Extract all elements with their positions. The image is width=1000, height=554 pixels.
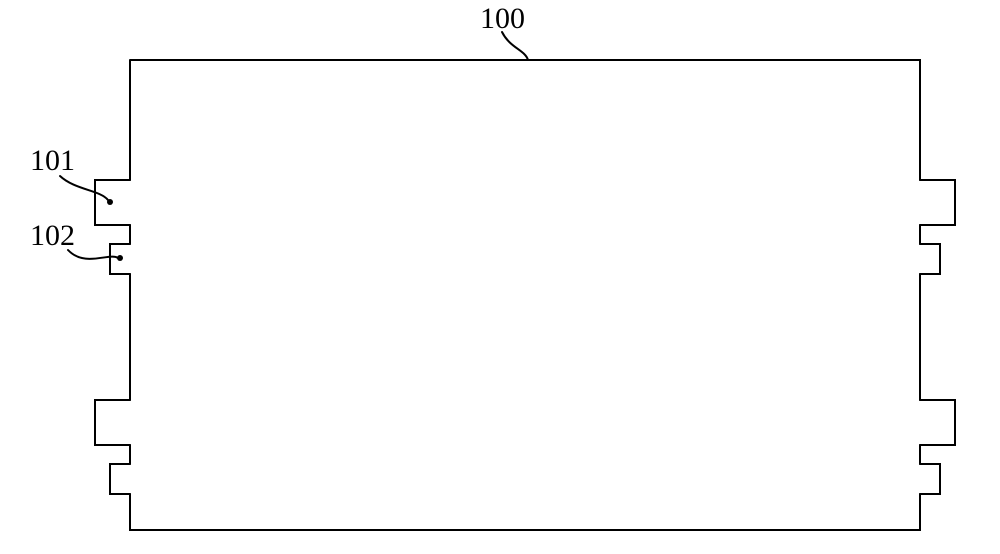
label-101-dot [107,199,113,205]
label-102-text: 102 [30,219,75,252]
diagram-canvas: 100 101 102 [0,0,1000,554]
label-100-text: 100 [480,2,525,35]
canvas-bg [0,0,1000,554]
label-102-dot [117,255,123,261]
label-101-text: 101 [30,144,75,177]
